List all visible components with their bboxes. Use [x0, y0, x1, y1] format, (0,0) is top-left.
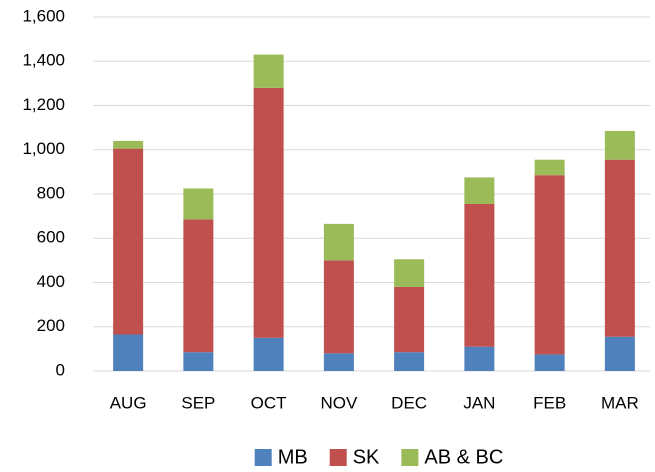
x-tick-label: FEB [533, 393, 566, 412]
bar-segment [183, 219, 214, 353]
x-tick-label: SEP [181, 393, 215, 412]
bar-segment [394, 352, 425, 371]
bar-segment [323, 353, 354, 371]
bar-segment [113, 148, 144, 335]
legend-label: MB [278, 446, 308, 468]
legend-swatch [401, 449, 419, 466]
bar-segment [464, 203, 495, 347]
bar-segment [464, 346, 495, 371]
bar-segment [323, 223, 354, 261]
bar-segment [253, 87, 284, 338]
x-tick-label: OCT [251, 393, 287, 412]
x-tick-label: MAR [601, 393, 639, 412]
bar-segment [604, 130, 635, 160]
bar-segment [394, 259, 425, 287]
y-tick-label: 600 [37, 228, 65, 247]
y-tick-label: 800 [37, 183, 65, 202]
bar-segment [113, 140, 144, 149]
bar-segment [534, 175, 565, 355]
y-tick-label: 200 [37, 316, 65, 335]
y-tick-label: 1,400 [22, 51, 65, 70]
x-tick-label: DEC [391, 393, 427, 412]
legend-label: AB & BC [424, 446, 503, 468]
legend-swatch [329, 449, 347, 466]
x-tick-label: NOV [320, 393, 358, 412]
bar-segment [113, 334, 144, 371]
bar-segment [464, 177, 495, 204]
bar-segment [183, 352, 214, 371]
bar-segment [604, 159, 635, 337]
bar-segment [534, 354, 565, 371]
bar-segment [253, 54, 284, 88]
legend-label: SK [353, 446, 380, 468]
bar-segment [323, 260, 354, 354]
y-tick-label: 1,000 [22, 139, 65, 158]
bar-segment [604, 336, 635, 371]
legend-swatch [254, 449, 272, 466]
y-tick-label: 400 [37, 272, 65, 291]
bar-segment [394, 286, 425, 353]
x-tick-label: JAN [463, 393, 495, 412]
y-tick-label: 0 [56, 360, 65, 379]
y-tick-label: 1,200 [22, 95, 65, 114]
x-tick-label: AUG [110, 393, 147, 412]
bar-segment [534, 159, 565, 176]
bar-segment [183, 188, 214, 220]
y-tick-label: 1,600 [22, 6, 65, 25]
bar-segment [253, 337, 284, 371]
